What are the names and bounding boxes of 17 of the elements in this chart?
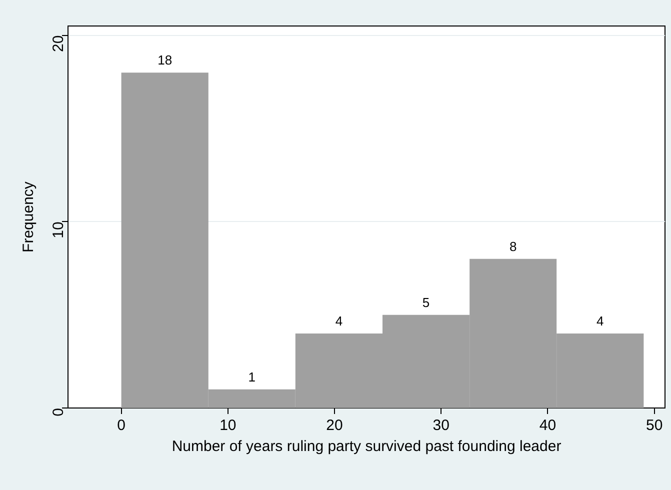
data-label: 4 [596, 314, 604, 329]
data-label: 4 [335, 314, 343, 329]
data-label: 5 [422, 294, 430, 310]
data-label: 1 [248, 369, 256, 384]
y-axis-title: Frequency [20, 181, 38, 252]
y-tick-label: 0 [50, 408, 68, 416]
x-tick-label: 40 [539, 417, 556, 434]
x-tick-label: 30 [432, 417, 450, 434]
data-label: 18 [158, 52, 172, 68]
x-tick-label: 10 [220, 417, 236, 434]
y-tick-label: 20 [50, 35, 68, 52]
x-tick-label: 20 [326, 417, 343, 434]
y-tick-label: 10 [50, 222, 68, 238]
x-tick-label: 50 [646, 417, 663, 434]
data-label: 8 [509, 239, 517, 254]
x-axis-title: Number of years ruling party survived past founding leader [172, 438, 562, 456]
x-tick-label: 0 [117, 417, 126, 434]
